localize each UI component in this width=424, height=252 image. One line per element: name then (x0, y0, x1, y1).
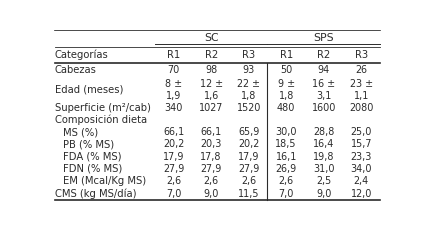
Text: 1,1: 1,1 (354, 91, 369, 101)
Text: 17,9: 17,9 (238, 152, 259, 162)
Text: 16 ±: 16 ± (312, 79, 335, 89)
Text: 20,2: 20,2 (238, 139, 259, 149)
Text: 16,1: 16,1 (276, 152, 297, 162)
Text: 1,9: 1,9 (166, 91, 181, 101)
Text: 50: 50 (280, 65, 292, 75)
Text: 18,5: 18,5 (276, 139, 297, 149)
Text: 12 ±: 12 ± (200, 79, 223, 89)
Text: 31,0: 31,0 (313, 164, 335, 174)
Text: R2: R2 (204, 50, 218, 60)
Text: Cabezas: Cabezas (55, 65, 97, 75)
Text: CMS (kg MS/día): CMS (kg MS/día) (55, 188, 136, 199)
Text: 2,6: 2,6 (204, 176, 219, 186)
Text: 23,3: 23,3 (351, 152, 372, 162)
Text: 12,0: 12,0 (351, 189, 372, 199)
Text: 28,8: 28,8 (313, 127, 335, 137)
Text: 340: 340 (165, 103, 183, 113)
Text: 2,5: 2,5 (316, 176, 331, 186)
Text: 94: 94 (318, 65, 330, 75)
Text: R2: R2 (317, 50, 330, 60)
Text: 26: 26 (355, 65, 367, 75)
Text: 1,8: 1,8 (279, 91, 294, 101)
Text: 65,9: 65,9 (238, 127, 259, 137)
Text: 26,9: 26,9 (276, 164, 297, 174)
Text: R1: R1 (167, 50, 180, 60)
Text: Edad (meses): Edad (meses) (55, 84, 123, 94)
Text: 9,0: 9,0 (316, 189, 332, 199)
Text: 66,1: 66,1 (163, 127, 184, 137)
Text: 2,6: 2,6 (279, 176, 294, 186)
Text: 7,0: 7,0 (166, 189, 181, 199)
Text: 3,1: 3,1 (316, 91, 332, 101)
Text: 1520: 1520 (237, 103, 261, 113)
Text: 11,5: 11,5 (238, 189, 259, 199)
Text: Superficie (m²/cab): Superficie (m²/cab) (55, 103, 151, 113)
Text: 20,2: 20,2 (163, 139, 184, 149)
Text: 9,0: 9,0 (204, 189, 219, 199)
Text: Composición dieta: Composición dieta (55, 115, 147, 125)
Text: 22 ±: 22 ± (237, 79, 260, 89)
Text: 1027: 1027 (199, 103, 223, 113)
Text: Categorías: Categorías (55, 50, 109, 60)
Text: 27,9: 27,9 (201, 164, 222, 174)
Text: 93: 93 (243, 65, 255, 75)
Text: 1600: 1600 (312, 103, 336, 113)
Text: 1,6: 1,6 (204, 91, 219, 101)
Text: 7,0: 7,0 (279, 189, 294, 199)
Text: FDA (% MS): FDA (% MS) (63, 152, 121, 162)
Text: 2,4: 2,4 (354, 176, 369, 186)
Text: 480: 480 (277, 103, 296, 113)
Text: 1,8: 1,8 (241, 91, 257, 101)
Text: 19,8: 19,8 (313, 152, 335, 162)
Text: R1: R1 (279, 50, 293, 60)
Text: 15,7: 15,7 (351, 139, 372, 149)
Text: 17,9: 17,9 (163, 152, 184, 162)
Text: 17,8: 17,8 (201, 152, 222, 162)
Text: 27,9: 27,9 (163, 164, 184, 174)
Text: R3: R3 (242, 50, 255, 60)
Text: PB (% MS): PB (% MS) (63, 139, 114, 149)
Text: 2,6: 2,6 (166, 176, 181, 186)
Text: 23 ±: 23 ± (350, 79, 373, 89)
Text: 16,4: 16,4 (313, 139, 335, 149)
Text: 25,0: 25,0 (351, 127, 372, 137)
Text: FDN (% MS): FDN (% MS) (63, 164, 122, 174)
Text: 98: 98 (205, 65, 217, 75)
Text: 2080: 2080 (349, 103, 374, 113)
Text: SPS: SPS (313, 34, 334, 44)
Text: 30,0: 30,0 (276, 127, 297, 137)
Text: 2,6: 2,6 (241, 176, 256, 186)
Text: SC: SC (204, 34, 218, 44)
Text: 9 ±: 9 ± (278, 79, 295, 89)
Text: 20,3: 20,3 (201, 139, 222, 149)
Text: 70: 70 (167, 65, 180, 75)
Text: R3: R3 (354, 50, 368, 60)
Text: EM (Mcal/Kg MS): EM (Mcal/Kg MS) (63, 176, 146, 186)
Text: 66,1: 66,1 (201, 127, 222, 137)
Text: 27,9: 27,9 (238, 164, 259, 174)
Text: 8 ±: 8 ± (165, 79, 182, 89)
Text: MS (%): MS (%) (63, 127, 98, 137)
Text: 34,0: 34,0 (351, 164, 372, 174)
